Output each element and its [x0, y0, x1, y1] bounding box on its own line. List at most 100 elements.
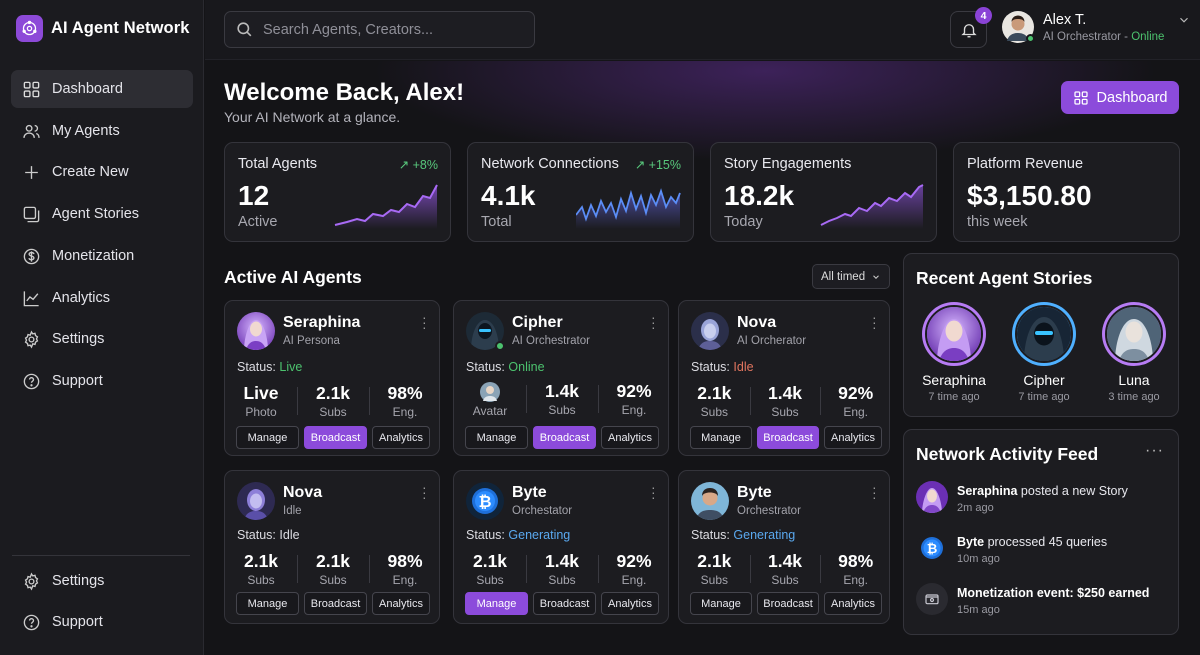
stat-sub: Total [481, 214, 512, 230]
agent-card-byte-orchestrator[interactable]: Byte Orchestrator · · · Status: Generating… [678, 470, 890, 624]
more-options-icon[interactable]: ··· [651, 309, 656, 335]
more-options-icon[interactable]: ··· [422, 309, 427, 335]
sidebar-item-label: Support [52, 373, 103, 389]
stat-value: 12 [238, 180, 270, 211]
feed-time: 10m ago [957, 553, 1000, 565]
search-icon [237, 22, 252, 37]
stat-card-total-agents[interactable]: Total Agents ↗ +8% 12 Active [224, 142, 451, 242]
stories-icon [23, 206, 40, 222]
agent-metrics: 2.1k Subs 1.4k Subs 92% Eng. [679, 383, 891, 419]
sidebar-item-my-agents[interactable]: My Agents [11, 112, 193, 150]
feed-item[interactable]: Monetization event: $250 earned 15m ago [916, 583, 1149, 616]
feed-actor: Seraphina [957, 484, 1018, 498]
more-options-icon[interactable]: ··· [872, 479, 877, 505]
analytics-button[interactable]: Analytics [824, 426, 882, 449]
analytics-button[interactable]: Analytics [601, 426, 659, 449]
analytics-button[interactable]: Analytics [601, 592, 659, 615]
more-options-icon[interactable]: ··· [1145, 442, 1164, 459]
stat-sub: Active [238, 214, 278, 230]
time-filter-dropdown[interactable]: All timed [812, 264, 890, 289]
feed-time: 15m ago [957, 604, 1000, 616]
search-box[interactable] [224, 11, 535, 48]
stat-title: Total Agents [238, 156, 317, 172]
agent-status-value: Generating [733, 528, 796, 542]
user-menu[interactable]: Alex T. AI Orchestrator - Online [1002, 11, 1191, 43]
manage-button[interactable]: Manage [465, 592, 528, 615]
search-input[interactable] [263, 21, 513, 38]
metric-value: 92% [616, 381, 652, 401]
network-logo-icon [16, 15, 43, 42]
app-logo[interactable]: AI Agent Network [16, 15, 190, 42]
stat-title: Network Connections [481, 156, 619, 172]
analytics-button[interactable]: Analytics [824, 592, 882, 615]
agent-card-nova-idle[interactable]: Nova Idle · · · Status: Idle 2.1k Subs 2.1k… [224, 470, 440, 624]
story-avatar [1102, 302, 1166, 366]
feed-actor: Monetization event: $250 earned [957, 586, 1150, 600]
metric-value: 98% [387, 551, 423, 571]
agent-card-cipher[interactable]: Cipher AI Orchestrator · · · Status: Onlin… [453, 300, 669, 456]
more-options-icon[interactable]: ··· [651, 479, 656, 505]
bell-icon [960, 23, 977, 37]
agent-card-nova[interactable]: Nova AI Orcherator · · · Status: Idle 2.1k… [678, 300, 890, 456]
stat-card-network-connections[interactable]: Network Connections ↗ +15% 4.1k Total [467, 142, 694, 242]
manage-button[interactable]: Manage [690, 426, 752, 449]
metric-label: Eng. [843, 573, 869, 587]
story-item[interactable]: Luna 3 time ago [1094, 302, 1174, 403]
story-item[interactable]: Cipher 7 time ago [1004, 302, 1084, 403]
chevron-down-icon[interactable] [1177, 13, 1191, 27]
broadcast-button[interactable]: Broadcast [304, 592, 367, 615]
manage-button[interactable]: Manage [236, 592, 299, 615]
sidebar-bottom-support[interactable]: Support [11, 603, 193, 641]
broadcast-button[interactable]: Broadcast [304, 426, 367, 449]
analytics-button[interactable]: Analytics [372, 592, 430, 615]
agent-card-byte[interactable]: ₿ Byte Orchestator · · · Status: Generatin… [453, 470, 669, 624]
agent-metrics: Live Photo 2.1k Subs 98% Eng. [225, 383, 441, 419]
sidebar-bottom-settings[interactable]: Settings [11, 562, 193, 600]
activity-feed-panel: Network Activity Feed ··· Seraphina post… [903, 429, 1179, 635]
avatar [1002, 11, 1035, 43]
sidebar-item-dashboard[interactable]: Dashboard [11, 70, 193, 108]
help-icon [23, 614, 40, 630]
manage-button[interactable]: Manage [236, 426, 299, 449]
stat-value: 18.2k [724, 180, 795, 211]
stat-card-platform-revenue[interactable]: Platform Revenue $3,150.80 this week [953, 142, 1180, 242]
agent-card-seraphina[interactable]: Seraphina AI Persona · · · Status: Live Li… [224, 300, 440, 456]
metric-label: Subs [700, 405, 729, 419]
user-role-separator: - [1120, 30, 1132, 43]
more-options-icon[interactable]: ··· [872, 309, 877, 335]
notifications-button[interactable]: 4 [950, 7, 992, 48]
sidebar-item-agent-stories[interactable]: Agent Stories [11, 195, 193, 233]
agent-avatar: ₿ [466, 482, 504, 520]
analytics-button[interactable]: Analytics [372, 426, 430, 449]
agent-name: Nova [737, 314, 777, 331]
broadcast-button[interactable]: Broadcast [533, 592, 596, 615]
manage-button[interactable]: Manage [690, 592, 752, 615]
feed-item[interactable]: Seraphina posted a new Story 2m ago [916, 481, 1128, 514]
broadcast-button[interactable]: Broadcast [533, 426, 596, 449]
story-item[interactable]: Seraphina 7 time ago [914, 302, 994, 403]
metric-label: Eng. [843, 405, 869, 419]
sidebar-item-monetization[interactable]: Monetization [11, 237, 193, 275]
sidebar-item-create-new[interactable]: Create New [11, 153, 193, 191]
broadcast-button[interactable]: Broadcast [757, 426, 819, 449]
story-avatar [1012, 302, 1076, 366]
sidebar-item-support[interactable]: Support [11, 362, 193, 400]
stat-card-story-engagements[interactable]: Story Engagements 18.2k Today [710, 142, 937, 242]
broadcast-button[interactable]: Broadcast [757, 592, 819, 615]
manage-button[interactable]: Manage [465, 426, 528, 449]
story-name: Seraphina [922, 372, 986, 388]
user-status: Online [1131, 30, 1165, 43]
dollar-icon [23, 248, 40, 264]
metric-label: Eng. [392, 405, 418, 419]
sparkline [820, 184, 924, 229]
sidebar-item-label: Settings [52, 331, 105, 347]
more-options-icon[interactable]: ··· [422, 479, 427, 505]
agent-avatar [237, 482, 275, 520]
sidebar-item-analytics[interactable]: Analytics [11, 279, 193, 317]
dashboard-button[interactable]: Dashboard [1061, 81, 1179, 114]
agent-status-value: Generating [508, 528, 571, 542]
feed-item[interactable]: ₿ Byte processed 45 queries 10m ago [916, 532, 1107, 565]
agent-status: Status: Online [466, 360, 545, 374]
sidebar-item-settings[interactable]: Settings [11, 320, 193, 358]
metric-value: 2.1k [243, 551, 279, 571]
